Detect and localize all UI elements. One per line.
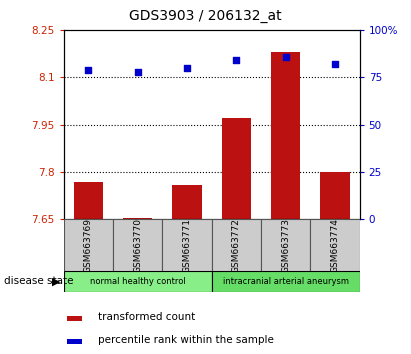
Text: disease state: disease state	[4, 276, 74, 286]
Bar	[212, 271, 360, 292]
Bar	[320, 172, 350, 219]
Text: ▶: ▶	[53, 276, 61, 286]
Bar	[261, 219, 310, 271]
Bar	[64, 219, 113, 271]
Point	[332, 61, 338, 67]
Bar	[113, 219, 162, 271]
Text: normal healthy control: normal healthy control	[90, 277, 185, 286]
Text: GSM663769: GSM663769	[84, 218, 93, 273]
Text: GSM663771: GSM663771	[182, 218, 192, 273]
Bar	[271, 52, 300, 219]
Point	[233, 58, 240, 63]
Bar	[74, 182, 103, 219]
Text: GSM663773: GSM663773	[281, 218, 290, 273]
Bar	[212, 219, 261, 271]
Bar	[67, 316, 82, 321]
Text: GSM663774: GSM663774	[330, 218, 339, 273]
Point	[134, 69, 141, 75]
Text: GSM663770: GSM663770	[133, 218, 142, 273]
Bar	[67, 339, 82, 344]
Point	[184, 65, 190, 71]
Bar	[64, 271, 212, 292]
Bar	[123, 218, 152, 219]
Text: GDS3903 / 206132_at: GDS3903 / 206132_at	[129, 9, 282, 23]
Text: intracranial arterial aneurysm: intracranial arterial aneurysm	[223, 277, 349, 286]
Bar	[310, 219, 360, 271]
Text: transformed count: transformed count	[98, 312, 196, 322]
Bar	[162, 219, 212, 271]
Bar	[172, 185, 202, 219]
Point	[85, 67, 92, 73]
Bar	[222, 119, 251, 219]
Text: GSM663772: GSM663772	[232, 218, 241, 273]
Point	[282, 54, 289, 59]
Text: percentile rank within the sample: percentile rank within the sample	[98, 335, 274, 345]
